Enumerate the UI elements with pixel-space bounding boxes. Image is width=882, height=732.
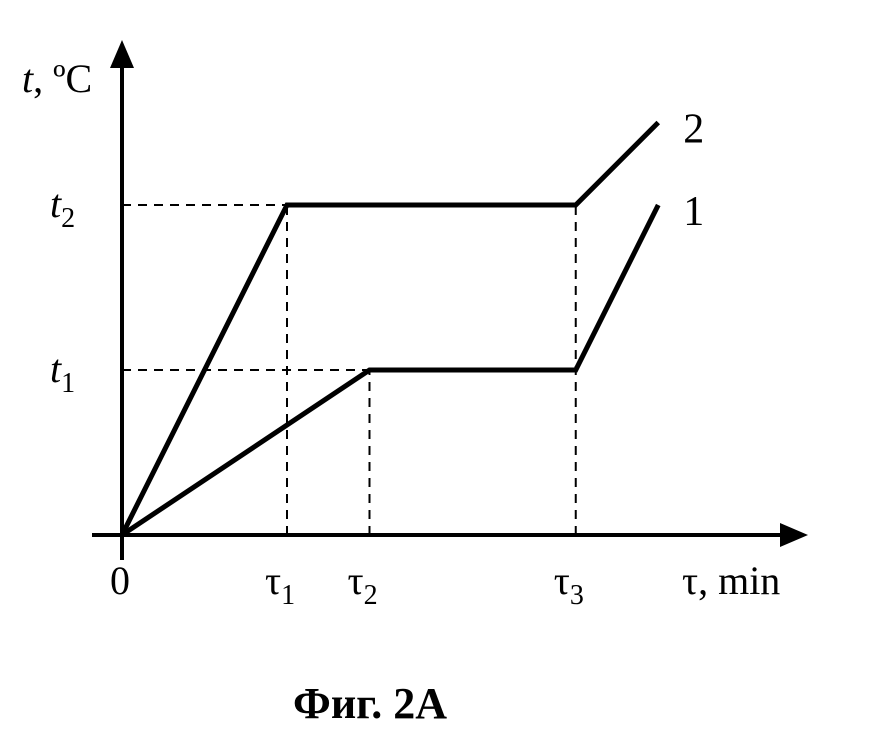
y-tick-label-t2: t2 — [50, 181, 75, 234]
series-line-2 — [119, 120, 661, 537]
x-tick-label-τ2: τ2 — [348, 558, 378, 611]
series-label-2: 2 — [683, 107, 704, 153]
series-line-1 — [120, 203, 661, 538]
axis-labels: t, ºC τ, min 0 — [22, 56, 780, 603]
x-axis-arrow — [780, 523, 808, 547]
x-tick-labels: τ1 τ2 τ3 — [265, 558, 584, 611]
figure-caption: Фиг. 2А — [293, 679, 447, 728]
y-tick-label-t1: t1 — [50, 346, 75, 399]
origin-label: 0 — [110, 558, 130, 603]
series-label-1: 1 — [683, 189, 704, 235]
y-axis-label: t, ºC — [22, 56, 92, 101]
y-axis-arrow — [110, 40, 134, 68]
x-tick-label-τ3: τ3 — [554, 558, 584, 611]
y-tick-labels: t2 t1 — [50, 181, 75, 399]
x-tick-label-τ1: τ1 — [265, 558, 295, 611]
series-labels: 21 — [683, 107, 704, 236]
x-axis-label: τ, min — [682, 558, 780, 603]
series-lines — [119, 120, 661, 538]
axes — [92, 40, 808, 560]
